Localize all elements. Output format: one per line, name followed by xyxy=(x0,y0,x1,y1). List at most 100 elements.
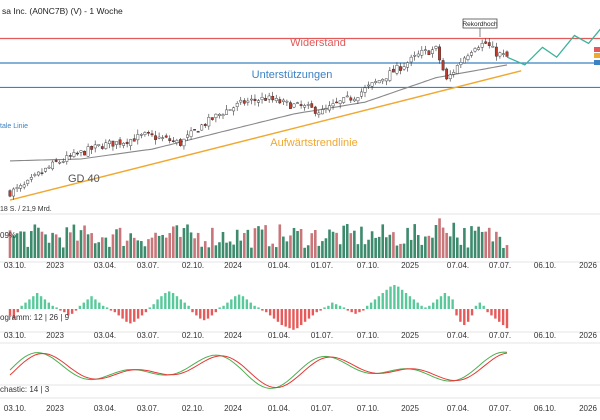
macd-bar xyxy=(140,309,144,316)
macd-bar xyxy=(74,309,78,311)
macd-bar xyxy=(385,289,388,309)
x-tick-label: 03.10. xyxy=(4,331,26,340)
candle xyxy=(423,45,427,55)
macd-bar xyxy=(482,305,485,309)
volume-bar xyxy=(399,243,402,258)
candle-body xyxy=(384,78,388,82)
candle-body xyxy=(214,113,218,118)
volume-bar xyxy=(427,235,431,258)
volume-bar xyxy=(225,242,228,258)
candle xyxy=(299,100,303,109)
candle xyxy=(281,98,285,106)
candle xyxy=(459,58,463,68)
candle xyxy=(171,137,175,143)
candle-body xyxy=(15,187,19,190)
x-tick-label: 2024 xyxy=(224,404,242,413)
volume-bar xyxy=(388,234,392,258)
macd-bar xyxy=(455,309,458,316)
candle xyxy=(306,101,310,110)
volume-bar xyxy=(292,227,296,258)
volume-bar xyxy=(363,244,367,258)
chart-title: sa Inc. (A0NC7B) (V) - 1 Woche xyxy=(2,6,123,16)
volume-bar xyxy=(473,230,477,258)
candle-body xyxy=(178,139,182,146)
volume-bar xyxy=(502,247,505,258)
candle-body xyxy=(90,146,94,150)
candle xyxy=(168,135,172,144)
aufwaertstrendlinie-label: Aufwärtstrendlinie xyxy=(270,137,357,149)
volume-bar xyxy=(335,232,338,258)
volume-layer xyxy=(8,218,509,258)
price-axis-marker xyxy=(594,47,600,65)
x-tick-label: 2023 xyxy=(46,261,64,270)
candle-body xyxy=(246,100,250,103)
volume-bar xyxy=(15,233,19,258)
x-tick-label: 03.04. xyxy=(94,261,116,270)
volume-bar xyxy=(37,227,40,258)
macd-bar xyxy=(245,299,249,309)
volume-bar xyxy=(40,231,44,258)
candle-body xyxy=(8,190,12,197)
candle-body xyxy=(324,108,328,111)
candle xyxy=(278,96,282,105)
candle xyxy=(324,104,328,114)
candle xyxy=(448,70,452,82)
macd-bar xyxy=(272,309,276,319)
candle xyxy=(264,94,267,102)
x-tick-label: 02.10. xyxy=(182,261,204,270)
candle xyxy=(374,78,378,85)
macd-bar xyxy=(156,299,159,309)
candle-body xyxy=(93,144,97,149)
macd-bar xyxy=(94,299,97,309)
widerstand-label: Widerstand xyxy=(290,37,346,49)
candle xyxy=(431,46,434,58)
candle xyxy=(154,130,157,145)
candle-body xyxy=(431,49,434,54)
candle xyxy=(221,113,225,119)
candle-body xyxy=(207,117,211,127)
x-tick-label: 06.10. xyxy=(534,404,556,413)
rekordhoch-label: Rekordhoch xyxy=(462,21,497,28)
candle-body xyxy=(182,138,186,147)
candle-body xyxy=(111,140,115,147)
candle xyxy=(76,151,79,156)
candle-body xyxy=(409,56,413,63)
candle-body xyxy=(51,161,55,170)
macd-bar xyxy=(20,305,23,309)
candle-body xyxy=(97,144,101,146)
volume-bar xyxy=(406,227,409,258)
macd-bar xyxy=(241,296,245,309)
macd-bar xyxy=(420,305,423,309)
macd-bar xyxy=(98,302,101,309)
candle-body xyxy=(264,98,267,101)
volume-bar xyxy=(477,226,480,258)
candle xyxy=(44,167,47,173)
macd-bar xyxy=(498,309,501,322)
macd-bar xyxy=(323,307,326,309)
candle-body xyxy=(186,134,189,138)
volume-bar xyxy=(409,239,413,258)
volume-bar xyxy=(392,232,395,258)
macd-bar xyxy=(307,309,311,319)
macd-bar xyxy=(296,309,299,329)
candle xyxy=(203,122,207,128)
candle xyxy=(83,150,86,156)
volume-bar xyxy=(487,227,491,258)
candle xyxy=(399,62,402,75)
candle-body xyxy=(164,135,168,138)
volume-bar xyxy=(232,244,235,258)
volume-bar xyxy=(214,245,218,258)
candle-body xyxy=(107,140,111,144)
candle xyxy=(178,138,182,147)
candle-body xyxy=(463,57,466,64)
candle-body xyxy=(12,188,15,197)
stochastic-label: chastic: 14 | 3 xyxy=(0,385,50,394)
volume-bar xyxy=(470,226,473,258)
candle xyxy=(79,150,83,157)
grid xyxy=(0,213,600,399)
volume-bar xyxy=(321,241,324,258)
macd-bar xyxy=(8,309,12,316)
volume-bar xyxy=(459,244,463,258)
candle xyxy=(413,51,417,61)
candle xyxy=(352,96,356,103)
